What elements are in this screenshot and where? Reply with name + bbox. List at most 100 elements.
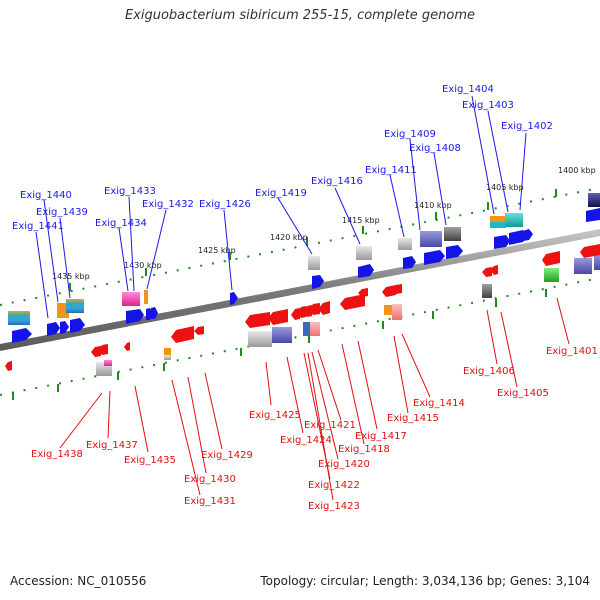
gene-label[interactable]: Exig_1429 (201, 450, 253, 461)
gene-arrow (542, 251, 560, 266)
gene-label[interactable]: Exig_1423 (308, 501, 360, 512)
gene-arrow (312, 275, 324, 289)
gene-label[interactable]: Exig_1437 (86, 440, 138, 451)
scale-labels: 1400 kbp 1405 kbp 1410 kbp 1415 kbp 1420… (52, 166, 596, 281)
gene-label[interactable]: Exig_1403 (462, 100, 514, 111)
gene-feature (490, 216, 506, 225)
gene-feature (356, 246, 372, 260)
gene-feature (398, 238, 412, 250)
gene-label[interactable]: Exig_1419 (255, 188, 307, 199)
gene-feature (420, 231, 442, 247)
gene-label[interactable]: Exig_1424 (280, 435, 332, 446)
gene-label[interactable]: Exig_1440 (20, 190, 72, 201)
gene-arrow (297, 306, 306, 318)
gene-label[interactable]: Exig_1435 (124, 455, 176, 466)
gene-label[interactable]: Exig_1425 (249, 410, 301, 421)
gene-arrow (494, 235, 510, 249)
gene-arrow (5, 361, 12, 371)
gene-arrow (382, 285, 396, 297)
gene-label[interactable]: Exig_1434 (95, 218, 147, 229)
gene-arrow (424, 250, 445, 265)
gene-feature (574, 258, 592, 274)
gene-feature (505, 213, 523, 227)
scale-label: 1430 kbp (124, 261, 162, 270)
gene-arrow (70, 318, 85, 333)
gene-arrow (47, 322, 60, 336)
gene-feature (594, 254, 600, 270)
forward-genes (8, 193, 600, 343)
gene-label[interactable]: Exig_1411 (365, 165, 417, 176)
gene-label[interactable]: Exig_1433 (104, 186, 156, 197)
gene-feature (164, 355, 171, 360)
gene-feature (66, 299, 84, 313)
gene-label[interactable]: Exig_1431 (184, 496, 236, 507)
gene-label[interactable]: Exig_1422 (308, 480, 360, 491)
gene-label[interactable]: Exig_1416 (311, 176, 363, 187)
scale-label: 1420 kbp (270, 233, 308, 242)
gene-label[interactable]: Exig_1408 (409, 143, 461, 154)
gene-label[interactable]: Exig_1439 (36, 207, 88, 218)
gene-label[interactable]: Exig_1438 (31, 449, 83, 460)
gene-arrow (91, 346, 101, 357)
scale-label: 1425 kbp (198, 246, 236, 255)
gene-arrow (403, 256, 416, 269)
gene-label[interactable]: Exig_1426 (199, 199, 251, 210)
gene-label[interactable]: Exig_1441 (12, 221, 64, 232)
gene-arrow (340, 294, 365, 310)
gene-feature (57, 313, 69, 318)
gene-label[interactable]: Exig_1401 (546, 346, 598, 357)
gene-label[interactable]: Exig_1421 (304, 420, 356, 431)
gene-arrow (126, 309, 144, 324)
forward-leader-lines (35, 95, 527, 319)
gene-feature (303, 322, 311, 336)
gene-label[interactable]: Exig_1404 (442, 84, 494, 95)
gene-feature (588, 193, 600, 207)
gene-arrow (124, 342, 130, 351)
gene-label[interactable]: Exig_1415 (387, 413, 439, 424)
gene-arrow (523, 229, 533, 241)
gene-feature (248, 331, 272, 347)
gene-label[interactable]: Exig_1405 (497, 388, 549, 399)
gene-label[interactable]: Exig_1414 (413, 398, 465, 409)
gene-label[interactable]: Exig_1402 (501, 121, 553, 132)
gene-arrow (309, 303, 320, 315)
scale-label: 1435 kbp (52, 272, 90, 281)
reverse-genes (5, 244, 600, 376)
gene-feature (122, 292, 140, 306)
gene-arrow (446, 245, 463, 259)
scale-label: 1405 kbp (486, 183, 524, 192)
gene-label[interactable]: Exig_1420 (318, 459, 370, 470)
gene-feature (308, 256, 320, 270)
gene-feature (482, 284, 492, 298)
gene-label[interactable]: Exig_1432 (142, 199, 194, 210)
gene-arrow (151, 307, 158, 319)
gene-arrow (358, 288, 368, 297)
gene-label[interactable]: Exig_1418 (338, 444, 390, 455)
gene-feature (310, 322, 320, 336)
gene-arrow (230, 292, 238, 305)
gene-arrow (392, 284, 402, 294)
gene-feature (144, 290, 148, 304)
gene-label[interactable]: Exig_1430 (184, 474, 236, 485)
gene-arrow (586, 208, 600, 222)
gene-arrow (98, 344, 108, 355)
scale-label: 1415 kbp (342, 216, 380, 225)
reverse-labels: Exig_1401 Exig_1406 Exig_1405 Exig_1414 … (31, 346, 598, 512)
gene-arrow (245, 312, 270, 328)
gene-arrow (482, 267, 492, 277)
gene-arrow (268, 309, 288, 325)
gene-feature (392, 304, 402, 320)
gene-feature (544, 268, 559, 282)
scale-ticks (12, 189, 557, 400)
gene-feature (104, 360, 112, 366)
topology-label: Topology: circular; Length: 3,034,136 bp… (260, 574, 590, 588)
scale-label: 1400 kbp (558, 166, 596, 175)
gene-arrow (60, 321, 69, 334)
gene-label[interactable]: Exig_1409 (384, 129, 436, 140)
gene-feature (272, 327, 292, 343)
gene-arrow (291, 308, 300, 320)
gene-feature (8, 311, 30, 325)
gene-label[interactable]: Exig_1417 (355, 431, 407, 442)
gene-label[interactable]: Exig_1406 (463, 366, 515, 377)
